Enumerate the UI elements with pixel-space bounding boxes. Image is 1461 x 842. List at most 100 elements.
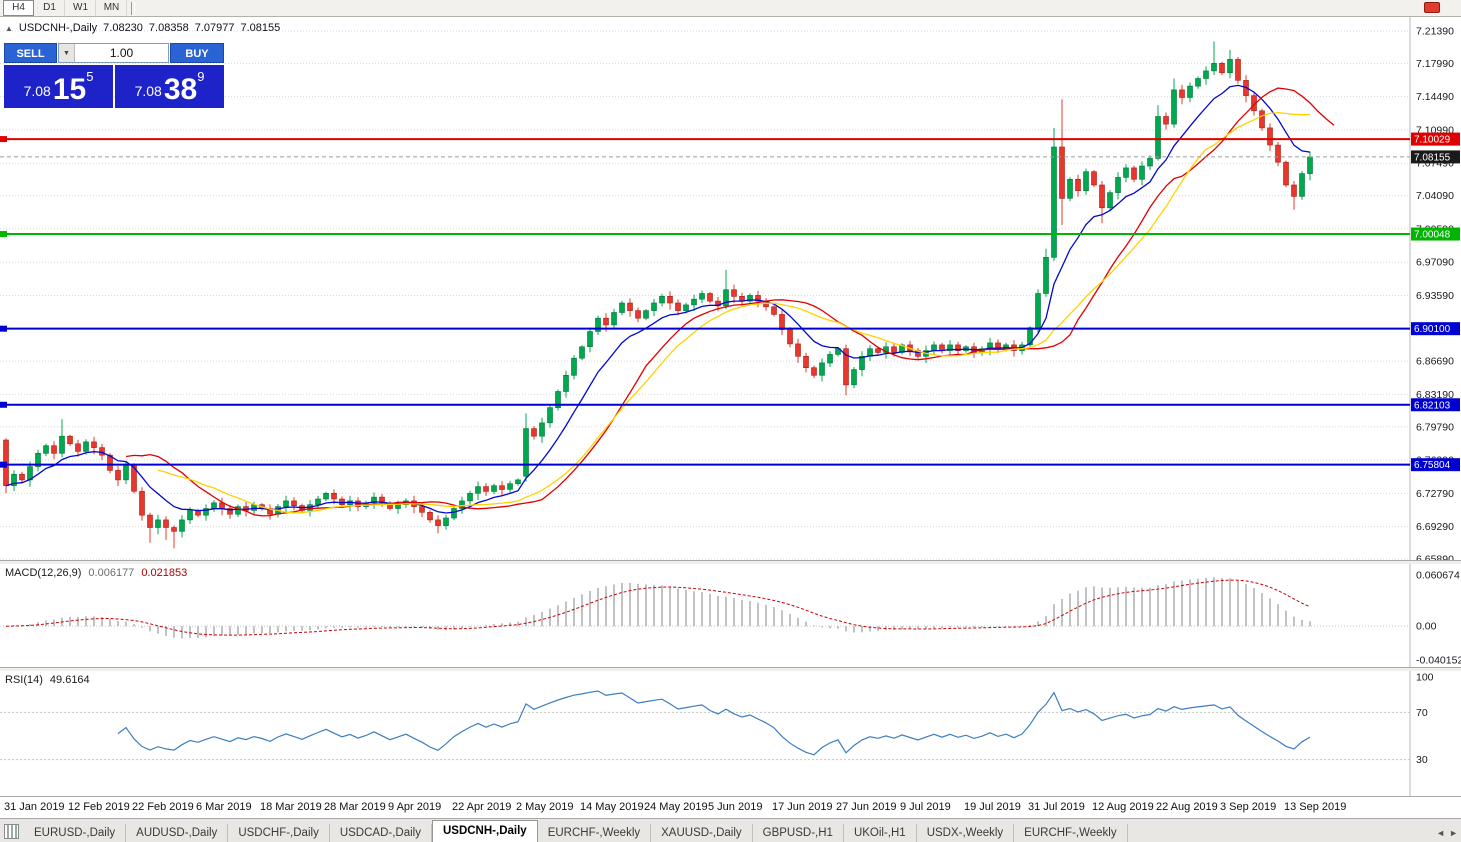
date-label: 27 Jun 2019 bbox=[836, 801, 897, 813]
tab-usdcnh-daily[interactable]: USDCNH-,Daily bbox=[431, 820, 538, 842]
slow-ma-line bbox=[157, 111, 1311, 514]
svg-text:6.79790: 6.79790 bbox=[1416, 421, 1454, 433]
mid-ma-line bbox=[125, 87, 1335, 517]
svg-text:7.10029: 7.10029 bbox=[1414, 135, 1451, 146]
tab-gbpusd-h1[interactable]: GBPUSD-,H1 bbox=[753, 824, 844, 842]
rsi-value: 49.6164 bbox=[49, 674, 90, 686]
date-label: 2 May 2019 bbox=[516, 801, 574, 813]
symbol-tab-bar-tabs: EURUSD-,Daily AUDUSD-,Daily USDCHF-,Daily U… bbox=[24, 820, 1128, 842]
date-axis[interactable]: 31 Jan 2019 12 Feb 2019 22 Feb 2019 6 Mar 2… bbox=[0, 797, 1461, 818]
chart-ohlc-header: ▲ USDCNH-,Daily 7.08230 7.08358 7.07977 … bbox=[5, 22, 280, 34]
svg-text:6.82103: 6.82103 bbox=[1414, 400, 1451, 411]
volume-box[interactable]: ▼ 1.00 bbox=[58, 43, 169, 63]
timeframe-d1[interactable]: D1 bbox=[34, 0, 65, 16]
svg-text:30: 30 bbox=[1416, 754, 1428, 766]
svg-text:7.08155: 7.08155 bbox=[1414, 152, 1451, 163]
price-chart[interactable]: 7.213907.179907.144907.109907.074907.040… bbox=[0, 17, 1461, 563]
svg-text:6.72790: 6.72790 bbox=[1416, 488, 1454, 500]
date-label: 12 Feb 2019 bbox=[68, 801, 130, 813]
macd-panel-chart[interactable]: 0.060674 0.00 -0.040152 bbox=[0, 563, 1461, 667]
buy-price-display[interactable]: 7.08 38 9 bbox=[115, 65, 224, 108]
svg-text:6.93590: 6.93590 bbox=[1416, 290, 1454, 302]
date-label: 19 Jul 2019 bbox=[964, 801, 1021, 813]
charts-icon[interactable] bbox=[4, 824, 19, 839]
date-label: 22 Feb 2019 bbox=[132, 801, 194, 813]
svg-text:6.69290: 6.69290 bbox=[1416, 521, 1454, 533]
tab-eurusd-daily[interactable]: EURUSD-,Daily bbox=[24, 824, 127, 842]
svg-text:6.83190: 6.83190 bbox=[1416, 389, 1454, 401]
tab-usdchf-daily[interactable]: USDCHF-,Daily bbox=[228, 824, 330, 842]
svg-text:0.060674: 0.060674 bbox=[1416, 570, 1460, 582]
buy-price-sup: 9 bbox=[197, 69, 205, 84]
svg-text:0.00: 0.00 bbox=[1416, 621, 1437, 633]
macd-histogram bbox=[13, 577, 1311, 639]
symbol-tab-bar: EURUSD-,Daily AUDUSD-,Daily USDCHF-,Daily U… bbox=[0, 818, 1461, 842]
buy-price-small: 7.08 bbox=[134, 83, 162, 99]
panel-splitter[interactable] bbox=[0, 667, 1461, 671]
tab-xauusd-daily[interactable]: XAUUSD-,Daily bbox=[651, 824, 753, 842]
low-value: 7.07977 bbox=[194, 22, 235, 34]
timeframe-h4[interactable]: H4 bbox=[3, 0, 34, 16]
macd-label: MACD(12,26,9) 0.006177 0.021853 bbox=[5, 567, 187, 579]
date-label: 3 Sep 2019 bbox=[1220, 801, 1277, 813]
date-label: 22 Apr 2019 bbox=[452, 801, 512, 813]
volume-dropdown-icon[interactable]: ▼ bbox=[59, 44, 75, 62]
macd-grid: 0.060674 0.00 -0.040152 bbox=[0, 563, 1461, 667]
date-label: 22 Aug 2019 bbox=[1156, 801, 1218, 813]
fast-ma-line bbox=[5, 84, 1311, 514]
panel-splitter[interactable] bbox=[0, 560, 1461, 564]
toolbar-separator bbox=[131, 1, 135, 15]
macd-signal-value: 0.021853 bbox=[141, 567, 188, 579]
rsi-panel-chart[interactable]: 100 70 30 bbox=[0, 670, 1461, 797]
tab-ukoil-h1[interactable]: UKOil-,H1 bbox=[844, 824, 917, 842]
svg-text:100: 100 bbox=[1416, 672, 1434, 684]
sell-price-display[interactable]: 7.08 15 5 bbox=[4, 65, 113, 108]
one-click-trading-panel: SELL ▼ 1.00 BUY 7.08 15 5 7.08 38 9 bbox=[4, 43, 224, 108]
rsi-name: RSI(14) bbox=[5, 674, 43, 686]
date-label: 14 May 2019 bbox=[580, 801, 644, 813]
tab-scroll-left-icon[interactable]: ◄ bbox=[1436, 828, 1446, 838]
date-label: 5 Jun 2019 bbox=[708, 801, 763, 813]
svg-text:70: 70 bbox=[1416, 707, 1428, 719]
candles bbox=[3, 41, 1313, 549]
svg-text:7.17990: 7.17990 bbox=[1416, 58, 1454, 70]
macd-main-value: 0.006177 bbox=[88, 567, 135, 579]
date-label: 6 Mar 2019 bbox=[196, 801, 252, 813]
tab-scroll-buttons: ◄ ► bbox=[1436, 828, 1458, 838]
date-label: 12 Aug 2019 bbox=[1092, 801, 1154, 813]
rsi-grid: 100 70 30 bbox=[0, 670, 1461, 797]
rsi-label: RSI(14) 49.6164 bbox=[5, 674, 90, 686]
svg-text:6.86690: 6.86690 bbox=[1416, 356, 1454, 368]
record-indicator bbox=[1424, 2, 1440, 13]
date-label: 31 Jul 2019 bbox=[1028, 801, 1085, 813]
date-label: 18 Mar 2019 bbox=[260, 801, 322, 813]
buy-button[interactable]: BUY bbox=[170, 43, 224, 63]
tab-usdx-weekly[interactable]: USDX-,Weekly bbox=[917, 824, 1015, 842]
svg-text:6.75804: 6.75804 bbox=[1414, 460, 1451, 471]
tab-eurchf-weekly[interactable]: EURCHF-,Weekly bbox=[1014, 824, 1128, 842]
svg-text:7.04090: 7.04090 bbox=[1416, 190, 1454, 202]
date-label: 9 Jul 2019 bbox=[900, 801, 951, 813]
tab-usdcad-daily[interactable]: USDCAD-,Daily bbox=[330, 824, 432, 842]
macd-name: MACD(12,26,9) bbox=[5, 567, 82, 579]
tab-scroll-right-icon[interactable]: ► bbox=[1449, 828, 1458, 838]
svg-text:7.00048: 7.00048 bbox=[1414, 230, 1451, 241]
symbol-label: USDCNH-,Daily bbox=[18, 22, 98, 34]
tab-audusd-daily[interactable]: AUDUSD-,Daily bbox=[126, 824, 229, 842]
timeframe-mn[interactable]: MN bbox=[96, 0, 127, 16]
volume-value[interactable]: 1.00 bbox=[109, 46, 134, 60]
svg-text:6.90100: 6.90100 bbox=[1414, 324, 1451, 335]
high-value: 7.08358 bbox=[148, 22, 189, 34]
close-value: 7.08155 bbox=[240, 22, 281, 34]
svg-text:7.21390: 7.21390 bbox=[1416, 26, 1454, 38]
level-lines[interactable] bbox=[0, 136, 1410, 468]
macd-signal-line bbox=[5, 579, 1311, 636]
collapse-arrow-icon[interactable]: ▲ bbox=[5, 23, 13, 33]
date-label: 31 Jan 2019 bbox=[4, 801, 65, 813]
timeframe-w1[interactable]: W1 bbox=[65, 0, 96, 16]
sell-button[interactable]: SELL bbox=[4, 43, 57, 63]
svg-text:6.65890: 6.65890 bbox=[1416, 554, 1454, 564]
rsi-line bbox=[117, 690, 1311, 756]
moving-averages bbox=[5, 84, 1335, 517]
tab-eurchf-weekly[interactable]: EURCHF-,Weekly bbox=[538, 824, 652, 842]
